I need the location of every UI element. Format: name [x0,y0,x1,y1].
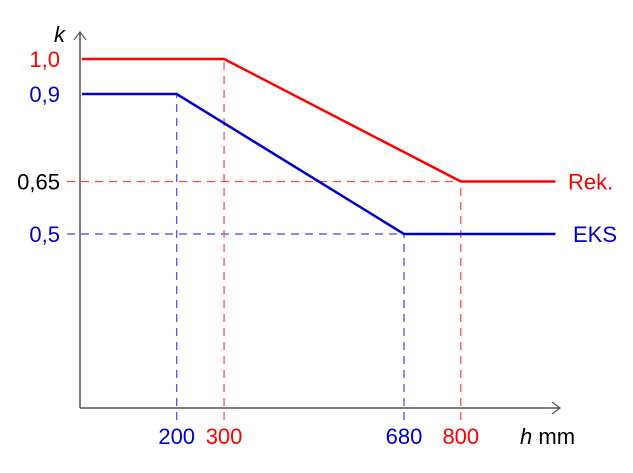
guide-lines [67,59,462,420]
series-label: EKS [573,222,617,247]
series-line-rek [82,57,556,183]
series-line-eks [82,92,556,236]
y-tick-label: 0,65 [17,170,60,195]
y-axis-label: k [54,22,66,47]
x-axis-arrow-icon [551,401,561,415]
x-tick-label: 800 [442,424,479,449]
x-axis-unit: mm [538,424,575,449]
y-tick-label: 0,5 [29,222,60,247]
x-tick-label: 680 [386,424,423,449]
axes: k h mm [54,22,575,449]
x-tick-label: 200 [158,424,195,449]
tick-labels: 1,0 0,9 0,65 0,5 200 300 680 800 [17,47,479,449]
series-label: Rek. [568,170,613,195]
y-axis-arrow-icon [73,31,87,41]
y-tick-label: 0,9 [29,82,60,107]
x-tick-label: 300 [206,424,243,449]
series-lines: Rek. EKS [82,57,617,247]
x-axis-label: h mm [520,424,575,449]
x-axis-label-var: h [520,424,532,449]
y-tick-label: 1,0 [29,47,60,72]
